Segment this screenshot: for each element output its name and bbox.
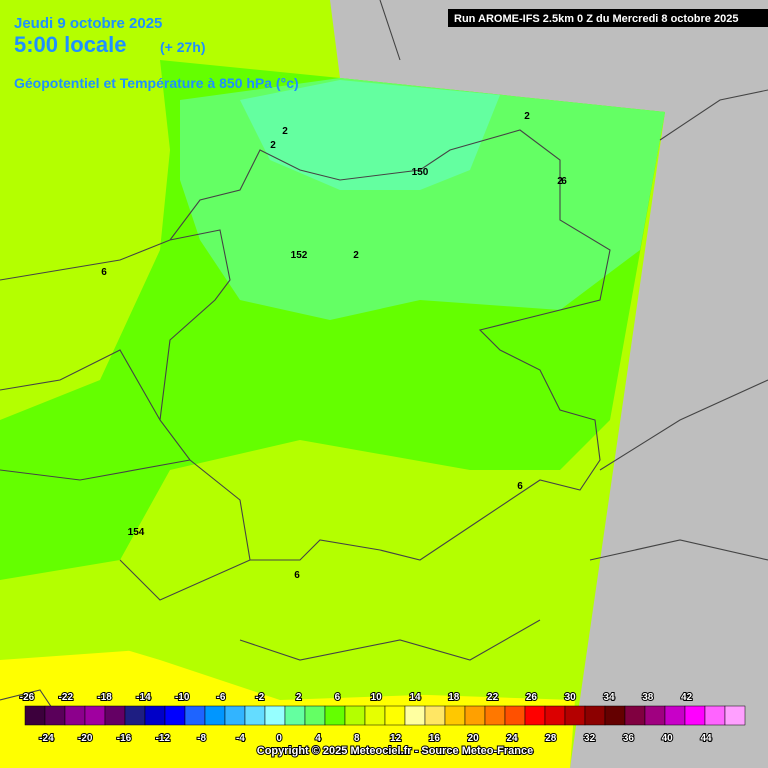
scale-box	[124, 705, 146, 726]
scale-box	[524, 705, 546, 726]
scale-box	[164, 705, 186, 726]
border	[0, 0, 768, 721]
scale-label: 24	[506, 733, 518, 744]
scale-label: 40	[662, 733, 674, 744]
scale-box	[664, 705, 686, 726]
scale-box	[104, 705, 126, 726]
scale-box	[264, 705, 286, 726]
scale-label: 22	[487, 692, 499, 703]
scale-label: -8	[197, 733, 206, 744]
scale-box	[684, 705, 706, 726]
contour-label: 150	[412, 167, 429, 178]
scale-box	[504, 705, 526, 726]
scale-label: -26	[20, 692, 35, 703]
scale-label: -18	[97, 692, 112, 703]
scale-label: 38	[642, 692, 654, 703]
scale-label: 34	[603, 692, 615, 703]
temp-zone-6	[0, 480, 600, 700]
scale-label: 28	[545, 733, 557, 744]
contour-label: 2	[524, 111, 530, 122]
scale-box	[144, 705, 166, 726]
scale-label: 2	[296, 692, 302, 703]
scale-label: 32	[584, 733, 596, 744]
scale-label: 26	[526, 692, 538, 703]
scale-box	[704, 705, 726, 726]
run-box	[448, 9, 768, 27]
scale-label: -12	[156, 733, 171, 744]
contour-label: 2	[353, 250, 359, 261]
contour-label: 152	[291, 250, 308, 261]
scale-label: 18	[448, 692, 460, 703]
scale-label: 36	[623, 733, 635, 744]
scale-box	[304, 705, 326, 726]
scale-box	[364, 705, 386, 726]
scale-box	[444, 705, 466, 726]
contour-label: 154	[128, 527, 145, 538]
scale-box	[324, 705, 346, 726]
scale-box	[424, 705, 446, 726]
scale-label: 0	[276, 733, 282, 744]
contour-label: 2	[282, 126, 288, 137]
time: 5:00 locale	[14, 32, 127, 57]
scale-box	[404, 705, 426, 726]
scale-box	[484, 705, 506, 726]
run-info: Run AROME-IFS 2.5km 0 Z du Mercredi 8 oc…	[454, 13, 738, 25]
contour-label: 6	[517, 481, 523, 492]
scale-box	[644, 705, 666, 726]
scale-label: 8	[354, 733, 360, 744]
scale-label: 42	[681, 692, 693, 703]
scale-box	[464, 705, 486, 726]
scale-label: -22	[59, 692, 74, 703]
lead-time: (+ 27h)	[160, 39, 206, 55]
scale-box	[44, 705, 66, 726]
scale-label: -4	[236, 733, 245, 744]
temp-zone-8	[0, 630, 575, 768]
scale-label: -6	[217, 692, 226, 703]
contour-label: 2	[557, 176, 563, 187]
scale-box	[224, 705, 246, 726]
scale-box	[244, 705, 266, 726]
scale-box	[64, 705, 86, 726]
scale-label: 44	[700, 733, 712, 744]
contour-label: 6	[561, 176, 567, 187]
scale-label: 4	[315, 733, 321, 744]
scale-label: -16	[117, 733, 132, 744]
scale-label: -24	[39, 733, 54, 744]
date: Jeudi 9 octobre 2025	[14, 15, 162, 32]
scale-label: 30	[565, 692, 577, 703]
scale-box	[284, 705, 306, 726]
scale-label: -14	[136, 692, 151, 703]
scale-label: 6	[335, 692, 341, 703]
temp-zone-0	[240, 80, 500, 190]
scale-box	[724, 705, 746, 726]
scale-label: 14	[409, 692, 421, 703]
scale-box	[384, 705, 406, 726]
scale-box	[544, 705, 566, 726]
scale-box	[584, 705, 606, 726]
contour-label: 2	[270, 140, 276, 151]
scale-box	[24, 705, 46, 726]
scale-box	[184, 705, 206, 726]
scale-label: 20	[468, 733, 480, 744]
scale-box	[344, 705, 366, 726]
border	[159, 129, 611, 561]
contour-label: 6	[294, 570, 300, 581]
scale-label: -2	[255, 692, 264, 703]
scale-box	[204, 705, 226, 726]
contour-label: 6	[101, 267, 107, 278]
scale-label: 16	[429, 733, 441, 744]
scale-label: -20	[78, 733, 93, 744]
scale-box	[84, 705, 106, 726]
scale-box	[624, 705, 646, 726]
scale-box	[564, 705, 586, 726]
scale-label: 12	[390, 733, 402, 744]
scale-label: -10	[175, 692, 190, 703]
scale-box	[604, 705, 626, 726]
map-title: Géopotentiel et Température à 850 hPa (°…	[14, 75, 299, 91]
scale-label: 10	[371, 692, 383, 703]
copyright: Copyright © 2025 Meteociel.fr - Source M…	[257, 745, 533, 757]
